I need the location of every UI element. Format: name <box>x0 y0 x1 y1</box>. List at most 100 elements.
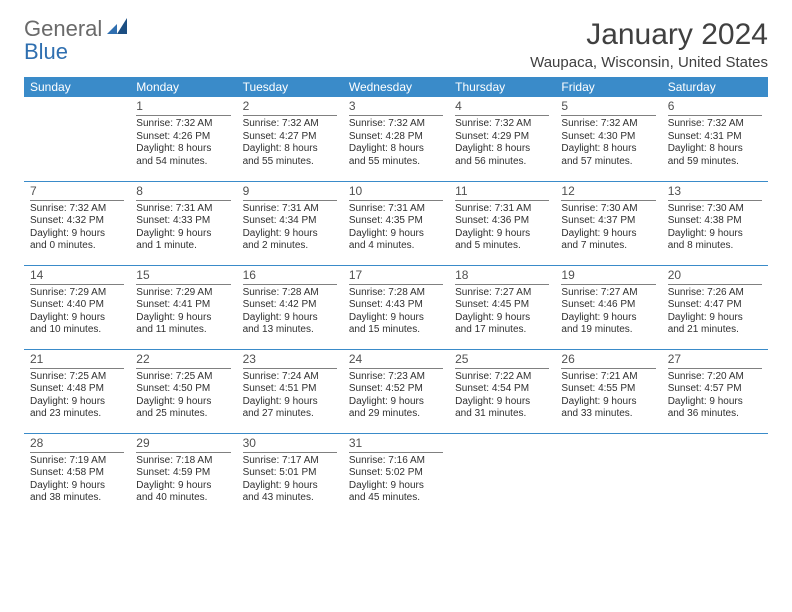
day-number: 9 <box>243 184 337 201</box>
daylight-text: and 55 minutes. <box>243 156 337 169</box>
sunrise-text: Sunrise: 7:19 AM <box>30 455 124 468</box>
sunset-text: Sunset: 4:28 PM <box>349 131 443 144</box>
sunset-text: Sunset: 4:59 PM <box>136 467 230 480</box>
daylight-text: and 23 minutes. <box>30 408 124 421</box>
day-cell: 20Sunrise: 7:26 AMSunset: 4:47 PMDayligh… <box>662 265 768 349</box>
day-cell: 6Sunrise: 7:32 AMSunset: 4:31 PMDaylight… <box>662 97 768 181</box>
sunrise-text: Sunrise: 7:32 AM <box>349 118 443 131</box>
sunset-text: Sunset: 4:48 PM <box>30 383 124 396</box>
brand-part2: Blue <box>24 39 68 64</box>
sunset-text: Sunset: 4:42 PM <box>243 299 337 312</box>
day-number: 24 <box>349 352 443 369</box>
sunrise-text: Sunrise: 7:16 AM <box>349 455 443 468</box>
sunset-text: Sunset: 4:35 PM <box>349 215 443 228</box>
daylight-text: Daylight: 9 hours <box>243 312 337 325</box>
sunrise-text: Sunrise: 7:22 AM <box>455 371 549 384</box>
daylight-text: and 56 minutes. <box>455 156 549 169</box>
day-cell: 26Sunrise: 7:21 AMSunset: 4:55 PMDayligh… <box>555 349 661 433</box>
daylight-text: Daylight: 9 hours <box>136 312 230 325</box>
daylight-text: Daylight: 9 hours <box>561 312 655 325</box>
daylight-text: and 21 minutes. <box>668 324 762 337</box>
daylight-text: Daylight: 9 hours <box>30 228 124 241</box>
day-number: 13 <box>668 184 762 201</box>
week-row: 14Sunrise: 7:29 AMSunset: 4:40 PMDayligh… <box>24 265 768 349</box>
daylight-text: Daylight: 9 hours <box>136 228 230 241</box>
daylight-text: and 1 minute. <box>136 240 230 253</box>
daylight-text: Daylight: 8 hours <box>668 143 762 156</box>
day-number: 5 <box>561 99 655 116</box>
sunset-text: Sunset: 4:52 PM <box>349 383 443 396</box>
sunrise-text: Sunrise: 7:18 AM <box>136 455 230 468</box>
day-number: 8 <box>136 184 230 201</box>
daylight-text: Daylight: 9 hours <box>349 396 443 409</box>
day-number: 10 <box>349 184 443 201</box>
day-number: 23 <box>243 352 337 369</box>
daylight-text: Daylight: 9 hours <box>30 480 124 493</box>
day-number: 7 <box>30 184 124 201</box>
day-number: 12 <box>561 184 655 201</box>
daylight-text: and 10 minutes. <box>30 324 124 337</box>
day-cell: 10Sunrise: 7:31 AMSunset: 4:35 PMDayligh… <box>343 181 449 265</box>
day-cell: 12Sunrise: 7:30 AMSunset: 4:37 PMDayligh… <box>555 181 661 265</box>
day-cell: 21Sunrise: 7:25 AMSunset: 4:48 PMDayligh… <box>24 349 130 433</box>
sunrise-text: Sunrise: 7:32 AM <box>243 118 337 131</box>
sunset-text: Sunset: 4:26 PM <box>136 131 230 144</box>
daylight-text: Daylight: 8 hours <box>561 143 655 156</box>
daylight-text: Daylight: 9 hours <box>243 396 337 409</box>
page: General Blue January 2024 Waupaca, Wisco… <box>0 0 792 535</box>
sunrise-text: Sunrise: 7:27 AM <box>561 287 655 300</box>
day-number: 19 <box>561 268 655 285</box>
sunrise-text: Sunrise: 7:28 AM <box>349 287 443 300</box>
day-cell: 8Sunrise: 7:31 AMSunset: 4:33 PMDaylight… <box>130 181 236 265</box>
day-cell: 28Sunrise: 7:19 AMSunset: 4:58 PMDayligh… <box>24 433 130 517</box>
sunrise-text: Sunrise: 7:30 AM <box>668 203 762 216</box>
sunrise-text: Sunrise: 7:26 AM <box>668 287 762 300</box>
daylight-text: and 4 minutes. <box>349 240 443 253</box>
sunset-text: Sunset: 4:54 PM <box>455 383 549 396</box>
daylight-text: Daylight: 9 hours <box>30 312 124 325</box>
daylight-text: Daylight: 9 hours <box>136 396 230 409</box>
day-number: 20 <box>668 268 762 285</box>
day-cell: 5 Sunrise: 7:32 AMSunset: 4:30 PMDaylight… <box>555 97 661 181</box>
brand-logo: General Blue <box>24 18 127 64</box>
sunset-text: Sunset: 4:27 PM <box>243 131 337 144</box>
daylight-text: Daylight: 9 hours <box>243 480 337 493</box>
sunset-text: Sunset: 4:30 PM <box>561 131 655 144</box>
day-cell: 13Sunrise: 7:30 AMSunset: 4:38 PMDayligh… <box>662 181 768 265</box>
day-cell: 25Sunrise: 7:22 AMSunset: 4:54 PMDayligh… <box>449 349 555 433</box>
day-cell: 22Sunrise: 7:25 AMSunset: 4:50 PMDayligh… <box>130 349 236 433</box>
day-number: 2 <box>243 99 337 116</box>
header: General Blue January 2024 Waupaca, Wisco… <box>24 18 768 71</box>
day-cell: 2Sunrise: 7:32 AMSunset: 4:27 PMDaylight… <box>237 97 343 181</box>
day-cell: 15Sunrise: 7:29 AMSunset: 4:41 PMDayligh… <box>130 265 236 349</box>
day-number: 29 <box>136 436 230 453</box>
daylight-text: and 38 minutes. <box>30 492 124 505</box>
sunrise-text: Sunrise: 7:23 AM <box>349 371 443 384</box>
day-header: Sunday <box>24 77 130 97</box>
day-cell: 23Sunrise: 7:24 AMSunset: 4:51 PMDayligh… <box>237 349 343 433</box>
sunset-text: Sunset: 4:34 PM <box>243 215 337 228</box>
daylight-text: Daylight: 9 hours <box>668 228 762 241</box>
day-cell: 1Sunrise: 7:32 AMSunset: 4:26 PMDaylight… <box>130 97 236 181</box>
sunrise-text: Sunrise: 7:32 AM <box>561 118 655 131</box>
day-number: 30 <box>243 436 337 453</box>
day-number: 27 <box>668 352 762 369</box>
daylight-text: and 19 minutes. <box>561 324 655 337</box>
location-text: Waupaca, Wisconsin, United States <box>530 54 768 71</box>
daylight-text: and 36 minutes. <box>668 408 762 421</box>
day-number: 25 <box>455 352 549 369</box>
day-header: Monday <box>130 77 236 97</box>
day-cell: 9Sunrise: 7:31 AMSunset: 4:34 PMDaylight… <box>237 181 343 265</box>
week-row: 7Sunrise: 7:32 AMSunset: 4:32 PMDaylight… <box>24 181 768 265</box>
sunset-text: Sunset: 4:40 PM <box>30 299 124 312</box>
day-cell <box>24 97 130 181</box>
daylight-text: and 54 minutes. <box>136 156 230 169</box>
day-number: 17 <box>349 268 443 285</box>
sunset-text: Sunset: 4:43 PM <box>349 299 443 312</box>
daylight-text: and 29 minutes. <box>349 408 443 421</box>
calendar-table: Sunday Monday Tuesday Wednesday Thursday… <box>24 77 768 517</box>
sunset-text: Sunset: 4:55 PM <box>561 383 655 396</box>
sunset-text: Sunset: 5:02 PM <box>349 467 443 480</box>
sunset-text: Sunset: 4:45 PM <box>455 299 549 312</box>
day-cell <box>662 433 768 517</box>
